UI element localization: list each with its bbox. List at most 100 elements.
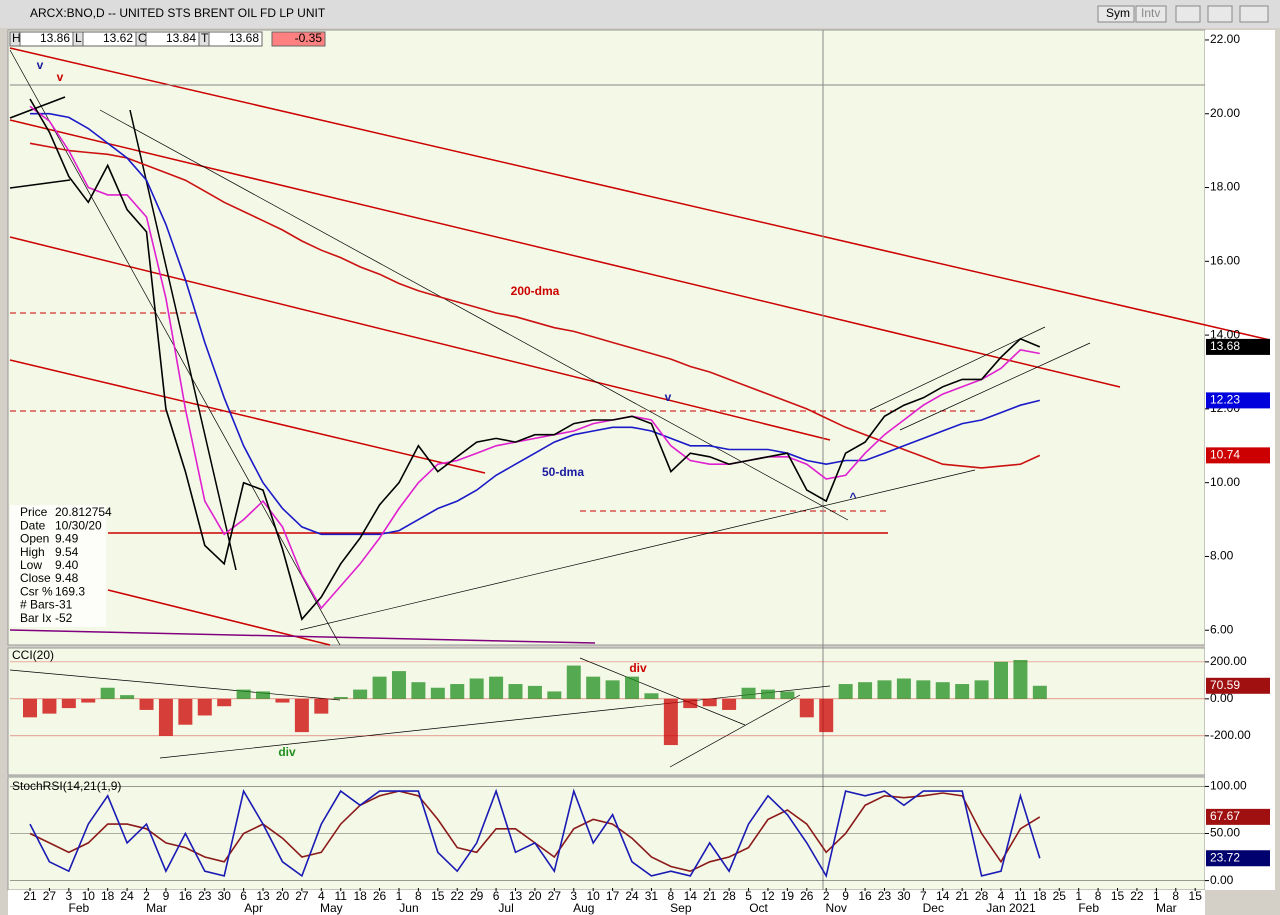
cci-bar [430,687,445,699]
annotation: 200-dma [511,284,560,298]
y-tick-label: 16.00 [1210,253,1240,267]
x-tick-label: 6 [240,889,247,903]
y-tick-label: 8.00 [1210,549,1234,563]
trendline [9,236,831,441]
intv-button-label[interactable]: Intv [1141,6,1160,20]
x-tick-label: 15 [431,889,445,903]
x-month-label: Feb [1078,901,1099,915]
cci-bar [605,680,620,699]
cci-bar [314,698,329,714]
info-box: Price 20.812754 Date 10/30/20 Open 9.49 High 9.… [10,505,112,627]
trendline [129,109,237,571]
x-tick-label: 18 [101,889,115,903]
cci-bar [197,698,212,716]
cci-bar [23,698,37,718]
maximize-button[interactable] [1207,5,1233,23]
x-tick-label: 20 [276,889,290,903]
series-line [29,788,1041,879]
x-tick-label: 9 [842,889,849,903]
info-value: -31 [55,598,73,612]
cci-bar [256,691,271,699]
x-month-label: Jul [498,901,513,915]
x-tick-label: 2 [823,889,830,903]
x-month-label: Nov [826,901,847,915]
x-tick-label: 2 [143,889,150,903]
x-tick-label: 21 [23,889,37,903]
series-line [29,142,1041,469]
last-value-label: 12.23 [1210,393,1240,407]
cci-bar [42,698,57,714]
quote-box: H 13.86 L 13.62 O 13.84 T 13.68 -0.35 [9,31,326,47]
y-tick-label: 0.00 [1210,691,1234,705]
cci-bar [139,698,154,710]
x-tick-label: 1 [396,889,403,903]
sym-button-label[interactable]: Sym [1106,6,1130,20]
cci-bar [780,691,795,699]
last-value-box [1206,447,1270,464]
x-month-label: Feb [68,901,89,915]
x-tick-label: 10 [587,889,601,903]
annotation: div [629,661,647,675]
cci-bar [450,684,465,699]
quote-value: 13.62 [103,31,133,45]
x-tick-label: 24 [625,889,639,903]
info-value: 20.812754 [55,505,112,519]
x-tick-label: 8 [1095,889,1102,903]
x-tick-label: 23 [198,889,212,903]
x-tick-label: 12 [761,889,775,903]
x-month-label: Mar [1156,901,1177,915]
x-tick-label: 13 [256,889,270,903]
close-button[interactable] [1239,5,1269,23]
trendline [9,119,1121,388]
last-value-box [1206,808,1270,825]
cci-title: CCI(20) [12,648,54,662]
cci-bar [838,684,853,699]
info-label: Bar Ix [20,611,51,625]
x-tick-label: 14 [936,889,950,903]
cci-bar [547,691,562,699]
cci-bar [1032,685,1047,699]
y-tick-label: -200.00 [1210,728,1251,742]
last-value-box [1206,392,1270,409]
minimize-button[interactable] [1175,5,1201,23]
sym-button[interactable] [1097,5,1135,23]
cci-trendline [159,685,831,759]
info-label: # Bars [20,598,55,612]
info-value: 9.54 [55,545,79,559]
cci-bar [586,676,601,699]
quote-label: O [138,31,147,45]
x-tick-label: 8 [415,889,422,903]
cci-bar [100,687,115,699]
x-tick-label: 13 [509,889,523,903]
cci-bar [916,680,931,699]
series-line [29,105,1040,610]
cci-bar [508,684,523,699]
cci-bar [566,665,581,699]
last-value-box [1206,850,1270,867]
quote-label: L [75,31,82,45]
x-tick-label: 23 [878,889,892,903]
cci-bar [120,695,135,699]
last-value-label: 70.59 [1210,678,1240,692]
price-panel [7,29,1206,646]
x-tick-label: 15 [1189,889,1203,903]
cci-bar [683,698,698,709]
info-value: 10/30/20 [55,518,102,532]
cci-bar [935,682,950,699]
quote-value-cell [208,31,263,47]
x-tick-label: 16 [858,889,872,903]
x-month-label: Jun [399,901,418,915]
last-value-label: 23.72 [1210,850,1240,864]
x-tick-label: 3 [65,889,72,903]
intv-button[interactable] [1135,5,1167,23]
date-axis [8,890,1205,915]
quote-value-cell [271,31,326,47]
cci-bar [61,698,76,709]
x-tick-label: 21 [955,889,969,903]
cci-bar [974,680,989,699]
cci-bar [896,678,911,699]
x-tick-label: 6 [493,889,500,903]
info-label: Date [20,518,46,532]
cci-trendline [669,694,801,768]
quote-label: H [12,31,21,45]
